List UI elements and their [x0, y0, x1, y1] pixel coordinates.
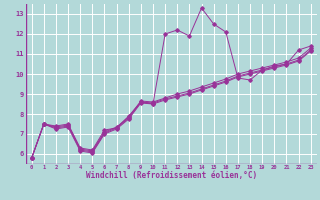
X-axis label: Windchill (Refroidissement éolien,°C): Windchill (Refroidissement éolien,°C) — [86, 171, 257, 180]
